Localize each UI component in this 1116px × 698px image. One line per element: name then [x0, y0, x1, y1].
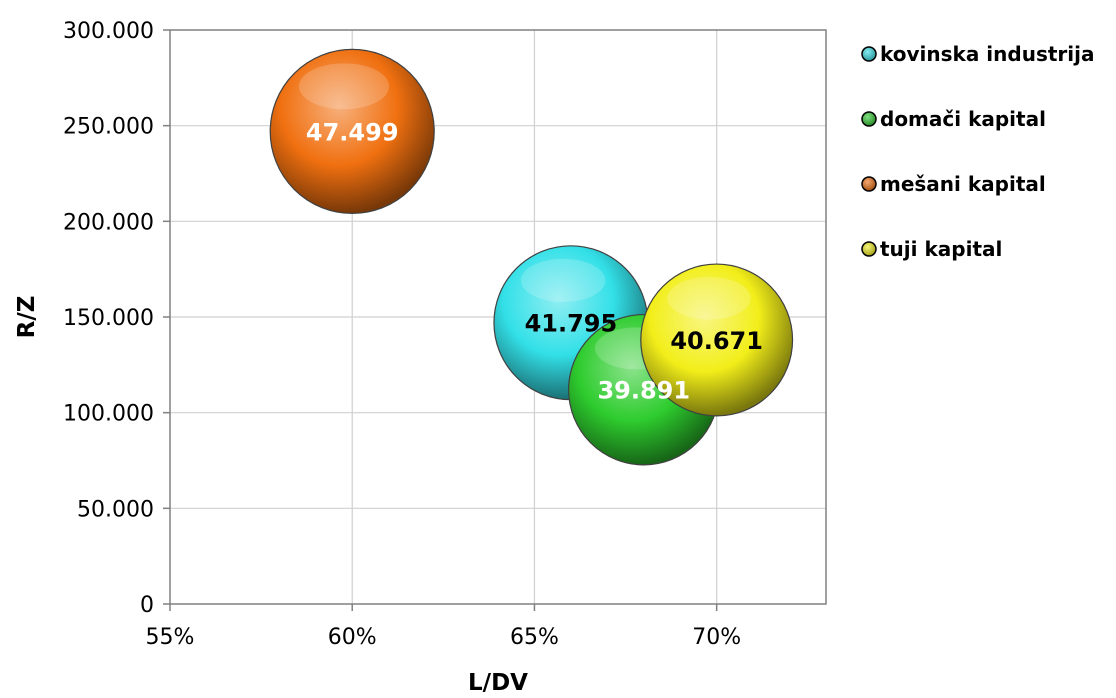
legend-label: domači kapital [880, 107, 1046, 131]
y-tick-label: 250.000 [63, 115, 154, 140]
x-axis-title: L/DV [468, 670, 528, 696]
y-tick-label: 0 [140, 593, 154, 618]
legend-label: mešani kapital [880, 172, 1046, 196]
x-tick-label: 55% [146, 625, 195, 650]
bubble-highlight [520, 258, 606, 302]
bubble-data-label: 39.891 [597, 377, 690, 405]
bubble [640, 263, 794, 417]
bubble-highlight [298, 63, 390, 110]
y-tick-label: 300.000 [63, 19, 154, 44]
x-axis-ticks: 55% 60% 65% 70% [146, 604, 741, 650]
y-axis-title: R/Z [14, 296, 40, 339]
x-tick-label: 60% [328, 625, 377, 650]
y-axis-ticks: 0 50.000 100.000 150.000 200.000 250.000 300.0… [63, 19, 170, 618]
bubbles: 41.795 39.891 47.499 40.671 [269, 48, 794, 466]
x-tick-label: 65% [510, 625, 559, 650]
bubble-data-label: 41.795 [525, 310, 618, 338]
bubble [269, 48, 435, 215]
legend-label: tuji kapital [880, 237, 1002, 261]
y-tick-label: 200.000 [63, 210, 154, 235]
y-tick-label: 150.000 [63, 306, 154, 331]
x-tick-label: 70% [692, 625, 741, 650]
bubble-data-label: 47.499 [306, 118, 399, 146]
legend-marker [861, 46, 877, 62]
bubble-data-label: 40.671 [670, 327, 763, 355]
legend-marker [861, 111, 877, 127]
y-tick-label: 100.000 [63, 402, 154, 427]
legend-marker [861, 176, 877, 192]
legend: kovinska industrija domači kapital mešani … [861, 42, 1094, 261]
y-tick-label: 50.000 [77, 497, 154, 522]
bubble-highlight [667, 276, 751, 320]
legend-label: kovinska industrija [880, 42, 1094, 66]
legend-marker [861, 241, 877, 257]
